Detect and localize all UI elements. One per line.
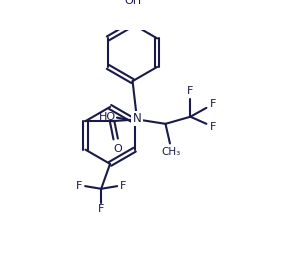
Text: F: F — [187, 86, 194, 96]
Text: CH₃: CH₃ — [161, 147, 181, 157]
Text: F: F — [210, 99, 216, 109]
Text: N: N — [133, 112, 141, 125]
Text: O: O — [113, 144, 122, 154]
Text: F: F — [76, 181, 82, 191]
Text: F: F — [98, 204, 104, 214]
Text: HO: HO — [98, 112, 116, 122]
Text: F: F — [210, 122, 216, 132]
Text: OH: OH — [124, 0, 141, 6]
Text: F: F — [120, 181, 127, 191]
